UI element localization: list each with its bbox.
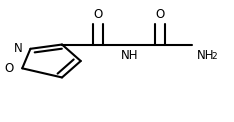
- Text: NH: NH: [197, 49, 214, 62]
- Text: NH: NH: [121, 49, 139, 62]
- Text: O: O: [5, 62, 14, 75]
- Text: 2: 2: [212, 52, 217, 61]
- Text: O: O: [94, 8, 103, 21]
- Text: O: O: [156, 8, 165, 21]
- Text: N: N: [14, 42, 22, 55]
